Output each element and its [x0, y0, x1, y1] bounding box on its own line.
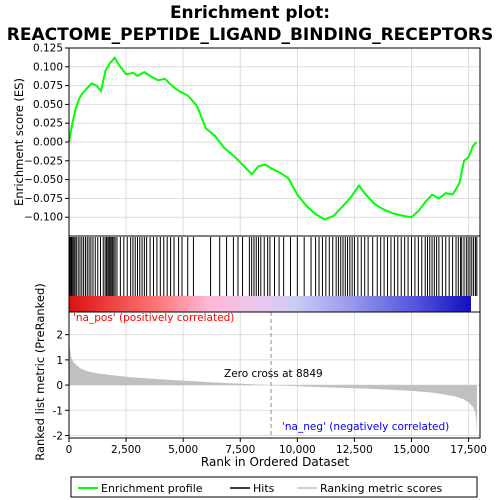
na-neg-label: 'na_neg' (negatively correlated) — [282, 421, 449, 433]
metric-plot-frame — [68, 311, 481, 439]
es-y-tick-label: 0.100 — [33, 61, 63, 73]
legend-box — [70, 476, 478, 498]
metric-y-tick-label: -1 — [53, 405, 63, 417]
es-y-tick-label: −0.050 — [24, 174, 63, 186]
metric-y-tick-label: 1 — [56, 355, 63, 367]
x-tick-label: 2,500 — [111, 444, 141, 456]
legend-metric-label: Ranking metric scores — [320, 482, 442, 495]
legend: Enrichment profile Hits Ranking metric s… — [70, 476, 478, 498]
legend-hits-label: Hits — [253, 482, 275, 495]
x-tick-label: 5,000 — [168, 444, 198, 456]
es-y-tick-label: 0.025 — [33, 118, 63, 130]
metric-y-axis-label: Ranked list metric (PreRanked) — [33, 283, 47, 461]
es-y-tick-label: −0.075 — [24, 193, 63, 205]
metric-y-tick-label: 0 — [56, 380, 63, 392]
x-tick-label: 10,000 — [279, 444, 316, 456]
es-y-tick-label: 0.000 — [33, 137, 63, 149]
x-tick-label: 12,500 — [336, 444, 373, 456]
x-tick-label: 7,500 — [225, 444, 255, 456]
x-tick-label: 0 — [66, 444, 73, 456]
x-tick-label: 17,500 — [450, 444, 487, 456]
na-pos-label: 'na_pos' (positively correlated) — [73, 312, 234, 324]
es-y-axis-label: Enrichment score (ES) — [12, 78, 26, 206]
x-tick-label: 15,000 — [393, 444, 430, 456]
chart-title-line1: Enrichment plot: — [170, 3, 330, 23]
hits-panel — [68, 235, 481, 313]
ranking-metric-area — [69, 342, 477, 433]
enrichment-profile-line — [68, 56, 478, 221]
es-y-tick-label: −0.100 — [24, 212, 63, 224]
enrichment-score-panel: −0.100 −0.075 −0.050 −0.025 0.000 0.025 0.050 0… — [12, 43, 481, 237]
zero-cross-label: Zero cross at 8849 — [224, 368, 323, 380]
chart-title-line2: REACTOME_PEPTIDE_LIGAND_BINDING_RECEPTOR… — [7, 25, 493, 45]
metric-y-tick-label: 2 — [56, 330, 63, 342]
x-axis-label: Rank in Ordered Dataset — [201, 455, 349, 469]
es-y-tick-label: 0.075 — [33, 80, 63, 92]
es-y-tick-label: 0.125 — [33, 43, 63, 55]
ranked-metric-panel: -2 -1 0 1 2 0 2,500 5,000 7,500 10,000 12,500 15,0… — [33, 283, 487, 469]
rank-color-band — [69, 296, 471, 312]
metric-y-tick-label: -2 — [53, 430, 63, 442]
legend-es-label: Enrichment profile — [101, 482, 203, 495]
es-y-tick-label: −0.025 — [24, 155, 63, 167]
es-y-tick-label: 0.050 — [33, 99, 63, 111]
